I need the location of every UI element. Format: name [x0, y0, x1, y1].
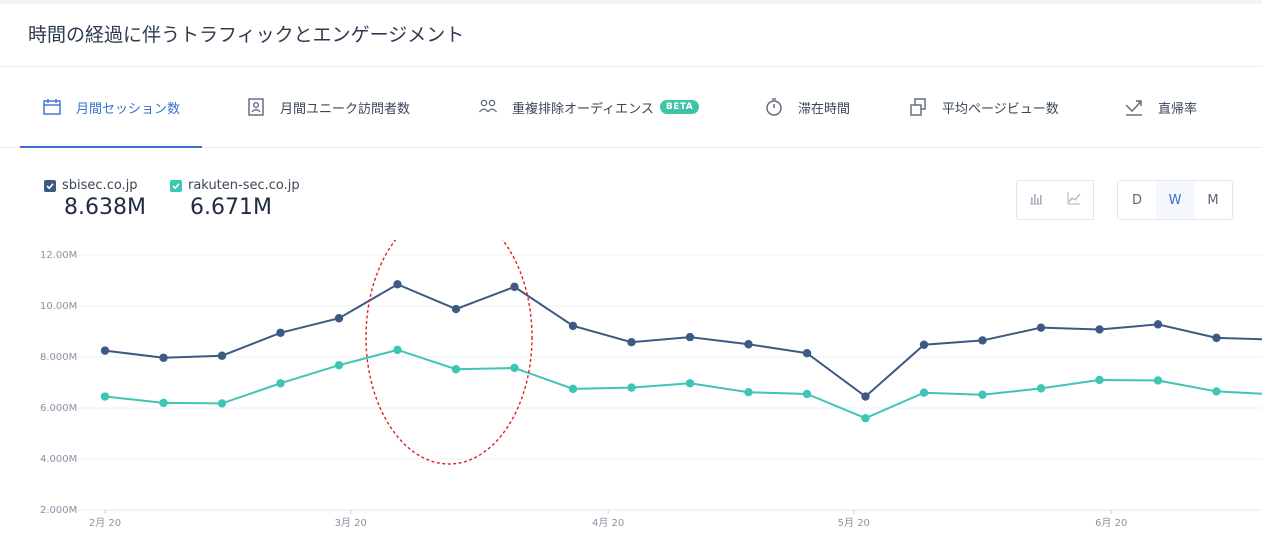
data-point — [861, 392, 870, 401]
x-tick-label: 6月 20 — [1095, 517, 1127, 529]
y-tick-label: 2.000M — [40, 505, 77, 516]
calendar-icon — [42, 97, 62, 117]
tab-label: 重複排除オーディエンス — [512, 101, 654, 117]
data-point — [334, 360, 344, 370]
data-point — [978, 390, 987, 399]
tab-time-on-site[interactable]: 滞在時間 — [764, 67, 850, 147]
tab-label: 滞在時間 — [798, 101, 851, 117]
x-tick-label: 3月 20 — [335, 517, 367, 529]
tab-avg-pageviews[interactable]: 平均ページビュー数 — [908, 67, 1059, 147]
tab-monthly-unique-visitors[interactable]: 月間ユニーク訪問者数 — [246, 67, 410, 147]
data-point — [568, 384, 578, 394]
legend-value: 6.671M — [190, 195, 272, 220]
line-chart-button[interactable] — [1055, 181, 1093, 219]
data-point — [744, 340, 753, 349]
y-tick-label: 8.000M — [40, 352, 77, 363]
data-point — [1212, 333, 1221, 343]
data-point — [685, 332, 695, 342]
data-point — [510, 282, 519, 292]
data-point — [685, 379, 695, 388]
data-point — [159, 353, 168, 362]
data-point — [919, 388, 929, 397]
chart-type-toggle — [1016, 180, 1094, 220]
data-point — [627, 383, 636, 392]
data-point — [744, 387, 753, 397]
granularity-month-button[interactable]: M — [1207, 192, 1219, 208]
data-point — [978, 336, 987, 345]
legend-rakuten[interactable]: rakuten-sec.co.jp 6.671M — [170, 178, 300, 220]
data-point — [334, 314, 344, 323]
data-point — [451, 365, 461, 374]
legend-label: rakuten-sec.co.jp — [188, 178, 300, 193]
legend-label: sbisec.co.jp — [62, 178, 138, 193]
bar-chart-button[interactable] — [1017, 181, 1055, 219]
x-tick-label: 2月 20 — [89, 517, 121, 529]
data-point — [276, 379, 285, 388]
users-icon — [478, 97, 498, 117]
data-point — [627, 338, 636, 347]
data-point — [1153, 320, 1163, 329]
top-border — [0, 0, 1262, 4]
annotation-ellipse — [365, 240, 533, 465]
metric-tabs: 月間セッション数 月間ユニーク訪問者数 重複排除オーディエンス BETA 滞在時… — [0, 66, 1262, 148]
tab-deduplicated-audience[interactable]: 重複排除オーディエンス BETA — [478, 67, 700, 147]
x-tick-label: 4月 20 — [592, 517, 624, 529]
tab-monthly-sessions[interactable]: 月間セッション数 — [19, 67, 203, 148]
data-point — [802, 389, 812, 399]
granularity-week-button[interactable]: W — [1156, 181, 1194, 219]
y-tick-label: 4.000M — [40, 454, 77, 465]
data-point — [159, 398, 168, 408]
data-point — [1153, 376, 1163, 385]
y-tick-label: 6.000M — [40, 403, 77, 414]
data-point — [276, 328, 285, 337]
y-tick-label: 12.00M — [40, 250, 77, 261]
data-point — [451, 304, 461, 314]
data-point — [919, 340, 929, 349]
beta-badge: BETA — [659, 100, 700, 114]
page-title: 時間の経過に伴うトラフィックとエンゲージメント — [28, 24, 465, 46]
data-point — [802, 348, 812, 358]
checkbox-icon[interactable] — [44, 179, 56, 192]
data-point — [100, 346, 110, 355]
data-point — [393, 280, 402, 289]
legend-sbisec[interactable]: sbisec.co.jp 8.638M — [44, 178, 146, 220]
legend-value: 8.638M — [64, 195, 146, 220]
bar-chart-icon — [1028, 191, 1044, 209]
data-point — [1212, 387, 1221, 396]
tab-bounce-rate[interactable]: 直帰率 — [1124, 67, 1197, 147]
data-point — [1036, 384, 1046, 393]
data-point — [1095, 325, 1104, 334]
sessions-line-chart: 12.00M 10.00M 8.000M 6.000M 4.000M 2.000M 2月 2… — [40, 240, 1262, 529]
timer-icon — [764, 97, 784, 117]
id-card-icon — [246, 97, 266, 117]
tab-label: 月間ユニーク訪問者数 — [280, 101, 411, 117]
pages-icon — [908, 97, 928, 117]
data-point — [861, 414, 870, 423]
tab-label: 平均ページビュー数 — [942, 101, 1059, 117]
tab-label: 月間セッション数 — [76, 101, 181, 117]
data-point — [100, 392, 110, 401]
line-chart-icon — [1066, 191, 1082, 209]
y-tick-label: 10.00M — [40, 301, 77, 312]
x-tick-label: 5月 20 — [838, 517, 870, 529]
checkbox-icon[interactable] — [170, 179, 182, 192]
granularity-day-button[interactable]: D — [1131, 192, 1142, 208]
data-point — [1095, 375, 1104, 385]
data-point — [510, 363, 519, 373]
data-point — [217, 351, 227, 360]
data-point — [393, 345, 402, 355]
data-point — [1036, 323, 1046, 332]
granularity-toggle: D W M — [1117, 180, 1233, 220]
data-point — [217, 399, 227, 408]
bounce-icon — [1124, 97, 1144, 117]
tab-label: 直帰率 — [1158, 101, 1198, 117]
data-point — [568, 321, 578, 331]
